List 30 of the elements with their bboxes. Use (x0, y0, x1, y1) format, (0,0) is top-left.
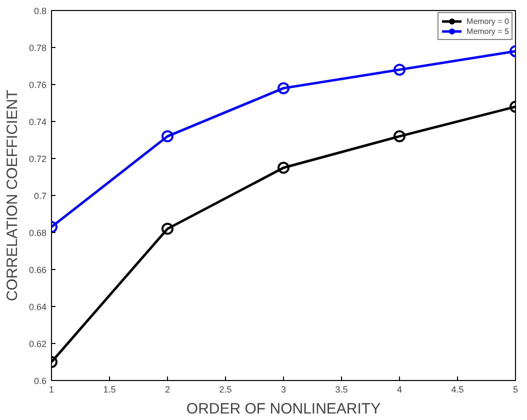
x-tick-label: 1 (48, 384, 54, 394)
point (278, 82, 290, 94)
y-tick-label: 0.64 (28, 302, 47, 312)
y-tick-label: 0.76 (28, 80, 47, 90)
x-axis-title: ORDER OF NONLINEARITY (186, 400, 381, 418)
y-tick-label: 0.72 (28, 154, 47, 164)
y-tick-label: 0.62 (28, 339, 47, 349)
x-tick-label: 1.5 (103, 384, 116, 394)
x-tick-label: 4.5 (451, 384, 464, 394)
x-tick-label: 3 (280, 384, 286, 394)
y-tick-label: 0.68 (28, 228, 47, 238)
y-tick-label: 0.74 (28, 117, 47, 127)
y-tick-label: 0.6 (34, 376, 47, 386)
x-tick-label: 4 (396, 384, 402, 394)
x-tick-label: 2.5 (219, 384, 232, 394)
point (162, 130, 174, 142)
x-tick-label: 5 (512, 384, 518, 394)
y-tick-label: 0.78 (28, 43, 47, 53)
point (162, 222, 174, 235)
point (394, 64, 406, 76)
y-tick-label: 0.7 (34, 191, 47, 201)
legend-label: Memory = 5 (466, 26, 509, 36)
x-tick-label: 3.5 (335, 384, 348, 394)
legend-label: Memory = 0 (466, 16, 509, 26)
y-tick-label: 0.8 (34, 6, 47, 16)
y-tick-label: 0.66 (28, 265, 47, 275)
point (278, 162, 290, 174)
y-axis-title: CORRELATION COEFFICIENT (4, 90, 21, 302)
point (394, 130, 406, 142)
x-tick-label: 2 (164, 384, 170, 394)
